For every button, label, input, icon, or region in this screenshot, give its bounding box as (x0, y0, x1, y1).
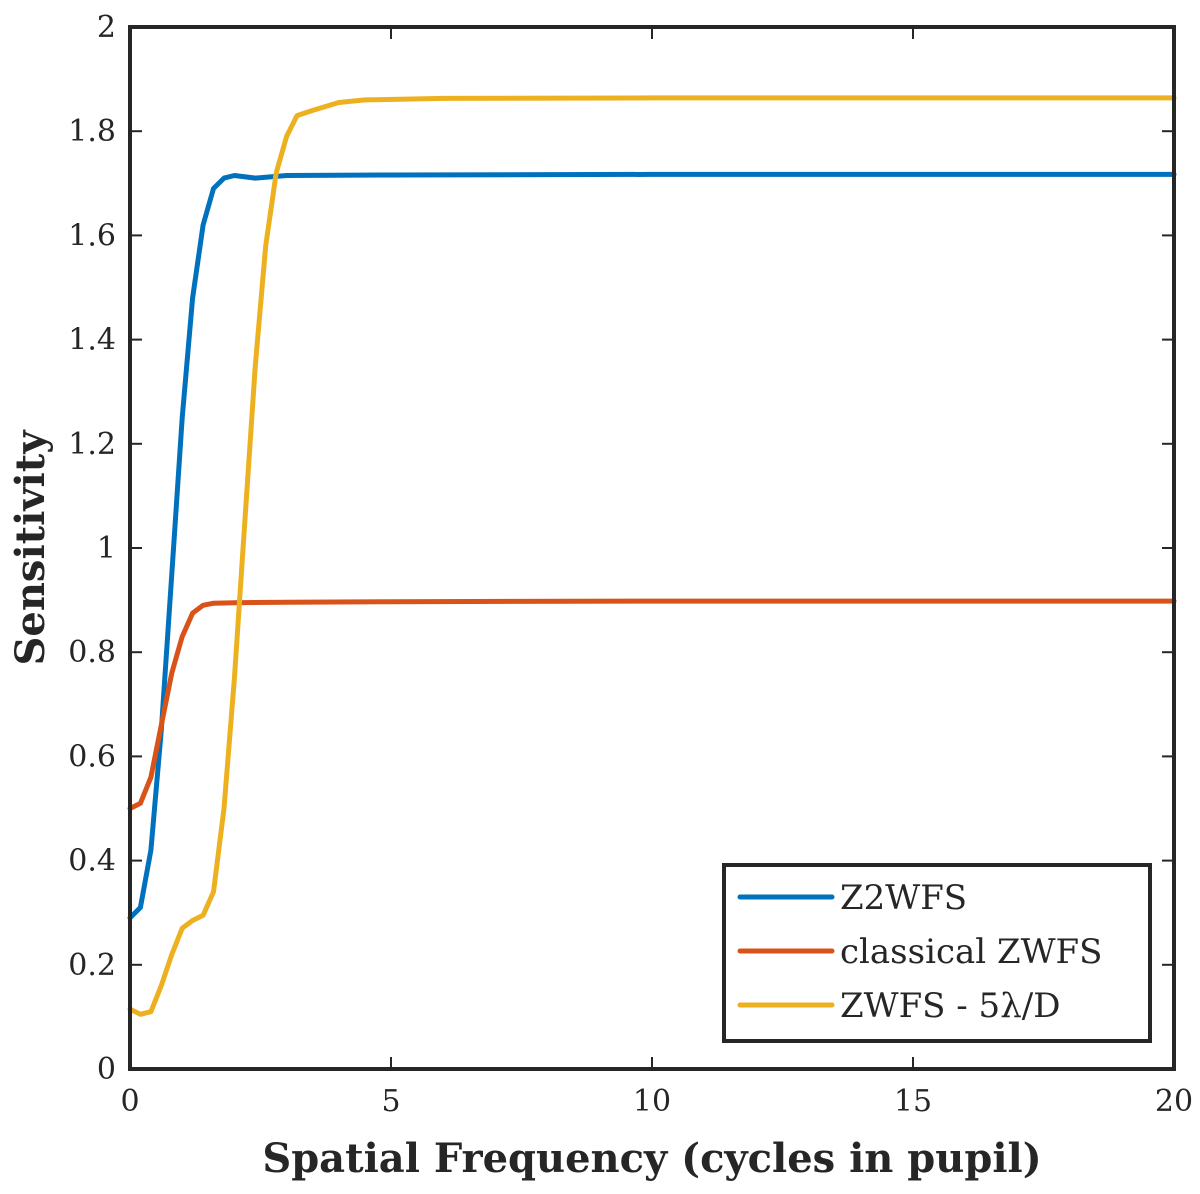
legend-label-0: Z2WFS (840, 878, 967, 918)
y-tick-label: 1.6 (68, 218, 116, 253)
series-layer (127, 95, 1177, 1017)
ticks-layer: 0 5 10 15 20 0 0.2 0.4 0.6 0.8 1 1.2 1.4 1.6 1.8 2 (68, 10, 1193, 1119)
y-tick-label: 1.2 (68, 427, 116, 462)
y-tick-label: 0.6 (68, 739, 116, 774)
x-axis-label: Spatial Frequency (cycles in pupil) (262, 1135, 1041, 1182)
x-tick-label: 15 (894, 1084, 932, 1119)
y-tick-label: 1 (97, 531, 116, 566)
y-tick-label: 0.8 (68, 635, 116, 670)
legend-label-2: ZWFS - 5λ/D (840, 986, 1060, 1026)
x-tick-label: 20 (1155, 1084, 1193, 1119)
y-tick-label: 1.4 (68, 323, 116, 358)
series-line-0 (127, 171, 1177, 921)
y-axis-label: Sensitivity (7, 429, 54, 666)
x-tick-label: 10 (633, 1084, 671, 1119)
y-tick-label: 0 (97, 1052, 116, 1087)
legend-label-1: classical ZWFS (840, 932, 1102, 972)
x-tick-label: 5 (381, 1084, 400, 1119)
legend: Z2WFS classical ZWFS ZWFS - 5λ/D (722, 863, 1152, 1043)
series-line-2 (127, 95, 1177, 1017)
y-tick-label: 2 (97, 10, 116, 45)
y-tick-label: 1.8 (68, 114, 116, 149)
y-tick-label: 0.4 (68, 844, 116, 879)
x-tick-label: 0 (120, 1084, 139, 1119)
series-line-1 (127, 598, 1177, 811)
y-tick-label: 0.2 (68, 948, 116, 983)
